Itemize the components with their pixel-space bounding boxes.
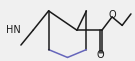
Text: O: O [109, 10, 117, 20]
Text: HN: HN [6, 25, 21, 35]
Text: O: O [97, 50, 104, 60]
